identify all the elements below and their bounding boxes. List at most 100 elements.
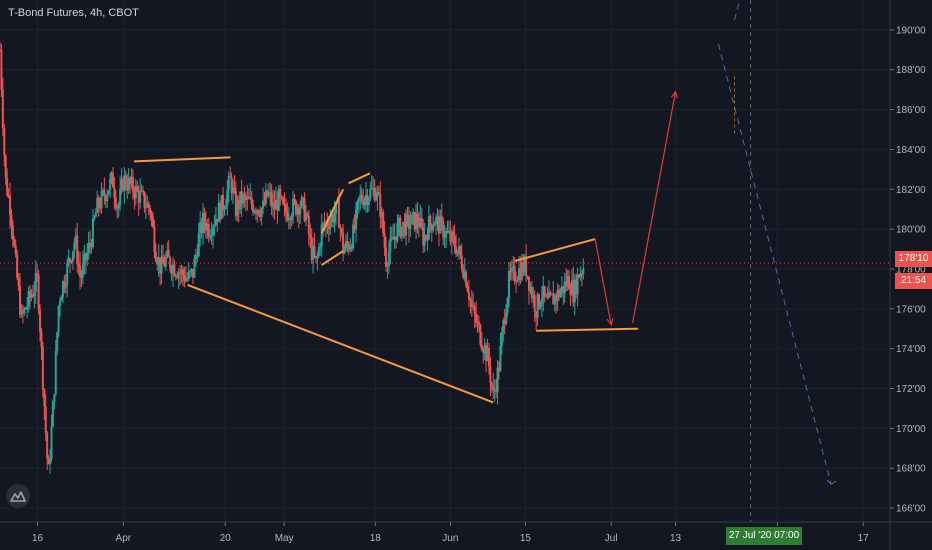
candle-body	[96, 197, 99, 213]
candle-body	[546, 296, 549, 299]
candle-body	[156, 261, 159, 265]
grid	[0, 0, 890, 522]
candle-body	[582, 268, 585, 274]
interval-label[interactable]: 4h	[89, 7, 103, 19]
candle-body	[21, 310, 24, 313]
candle-body	[495, 389, 498, 393]
y-tick-label: 188'00	[896, 65, 926, 76]
candle-body	[339, 227, 342, 229]
candle-body	[363, 199, 366, 206]
candle-body	[226, 189, 229, 206]
candle-body	[116, 207, 119, 209]
candle-body	[130, 176, 133, 184]
candle-body	[460, 255, 463, 269]
candle-body	[179, 272, 182, 274]
arrow-line	[594, 238, 612, 325]
candle-body	[14, 245, 17, 255]
candle-body	[538, 294, 541, 308]
candle-body	[419, 217, 422, 228]
candle-body	[558, 289, 561, 298]
y-tick-label: 166'00	[896, 504, 926, 515]
candle-body	[144, 207, 147, 209]
x-tick-label: Jul	[605, 533, 618, 544]
candle-body	[199, 222, 202, 234]
exchange-label: CBOT	[108, 7, 139, 19]
candle-body	[377, 192, 380, 195]
candle-body	[16, 254, 19, 278]
candle-body	[124, 175, 127, 187]
candle-body	[47, 458, 50, 465]
candle-body	[219, 203, 222, 220]
candle-body	[310, 238, 313, 260]
candle-body	[470, 300, 473, 307]
candle-body	[137, 190, 140, 203]
candle-body	[334, 201, 337, 214]
candle-body	[36, 273, 39, 275]
candle-body	[329, 220, 332, 230]
candle-body	[493, 389, 496, 391]
candle-body	[84, 253, 87, 261]
candle-body	[319, 246, 322, 248]
candle-body	[56, 332, 59, 352]
candle-body	[373, 187, 376, 201]
candle-body	[539, 303, 542, 308]
candle-body	[61, 281, 64, 298]
candle-body	[147, 203, 150, 209]
candle-body	[519, 268, 522, 280]
projection-line	[717, 43, 832, 485]
candle-body	[136, 186, 139, 191]
candle-body	[83, 253, 86, 264]
candle-body	[303, 198, 306, 221]
candle-body	[387, 252, 390, 266]
candle-body	[397, 217, 400, 223]
candle-body	[113, 187, 116, 198]
candle-body	[54, 351, 57, 395]
candle-body	[189, 271, 192, 273]
candle-body	[249, 197, 252, 199]
candle-body	[159, 257, 162, 274]
symbol-name[interactable]: T-Bond Futures	[8, 7, 84, 19]
candle-body	[513, 266, 516, 282]
candle-body	[510, 267, 513, 273]
candle-body	[313, 245, 316, 256]
candle-body	[385, 247, 388, 267]
candle-body	[66, 263, 69, 285]
candle-body	[413, 211, 416, 230]
y-tick-label: 186'00	[896, 105, 926, 116]
candle-body	[317, 246, 320, 257]
candle-body	[426, 235, 429, 240]
candle-body	[210, 235, 213, 237]
trendline	[536, 327, 639, 332]
candle-body	[257, 210, 260, 215]
candle-body	[515, 281, 518, 283]
candle-body	[529, 286, 532, 292]
candle-body	[532, 295, 535, 299]
candle-body	[141, 190, 144, 192]
candle-body	[139, 191, 142, 203]
candle-body	[467, 291, 470, 300]
candle-body	[572, 280, 575, 303]
candle-body	[243, 194, 246, 197]
candle-body	[234, 190, 237, 217]
candle-body	[79, 265, 82, 278]
candle-body	[10, 215, 13, 226]
candle-body	[579, 273, 582, 278]
candle-body	[214, 218, 217, 225]
candle-body	[469, 299, 472, 301]
tradingview-logo-icon[interactable]	[6, 484, 30, 508]
candle-body	[253, 211, 256, 213]
candle-body	[466, 286, 469, 292]
candle-body	[503, 320, 506, 325]
candle-body	[87, 242, 90, 253]
candle-body	[289, 218, 292, 221]
candle-body	[110, 172, 113, 179]
candle-body	[412, 211, 415, 215]
candle-body	[242, 194, 245, 204]
candle-body	[239, 191, 242, 210]
candle-body	[337, 199, 340, 228]
candle-body	[516, 280, 519, 282]
candle-body	[462, 268, 465, 278]
chart-title: T-Bond Futures, 4h, CBOT	[8, 7, 139, 19]
candle-body	[437, 216, 440, 234]
